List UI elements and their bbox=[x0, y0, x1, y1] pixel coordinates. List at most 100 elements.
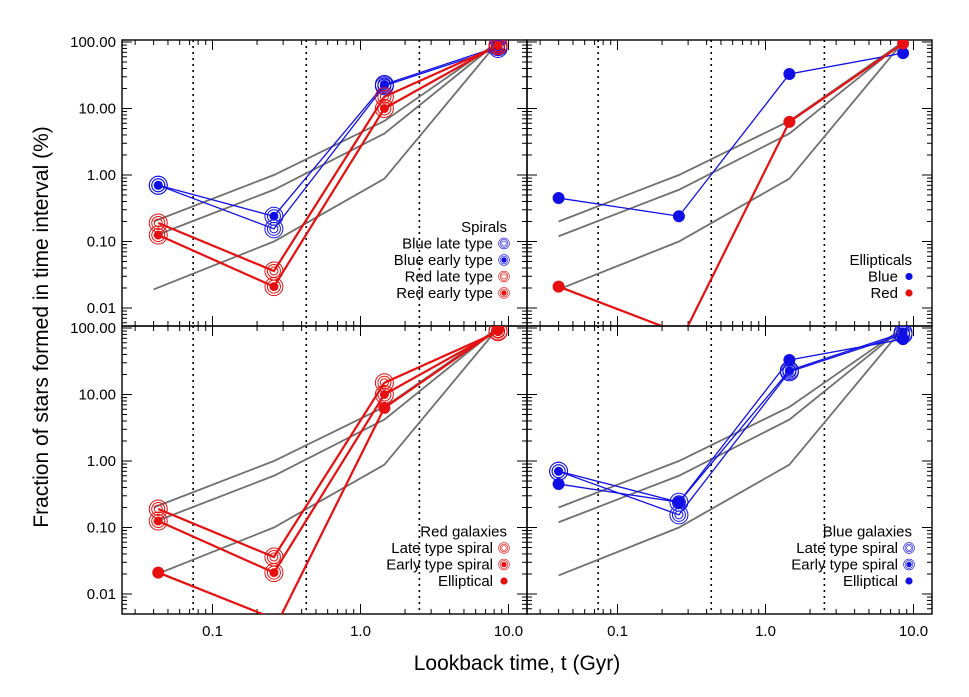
legend-label: Red late type bbox=[405, 269, 493, 286]
plot-area bbox=[148, 326, 508, 614]
legend-marker-symbol bbox=[903, 558, 915, 571]
reference-curve bbox=[558, 327, 904, 577]
data-point bbox=[374, 74, 394, 94]
series-line bbox=[157, 328, 499, 614]
data-point bbox=[148, 175, 168, 195]
legend-label: Late type spiral bbox=[391, 540, 493, 557]
series-line bbox=[558, 42, 904, 326]
legend-label: Blue late type bbox=[402, 236, 493, 253]
reference-curve bbox=[558, 327, 904, 524]
data-point bbox=[779, 360, 799, 380]
legend-marker bbox=[903, 558, 915, 571]
legend-title: Blue galaxies bbox=[823, 524, 912, 541]
data-point bbox=[552, 192, 565, 205]
legend-marker-symbol bbox=[498, 542, 510, 554]
legend-marker-symbol bbox=[500, 577, 508, 585]
data-point bbox=[264, 277, 284, 297]
y-tick-label: 10.00 bbox=[78, 101, 116, 118]
series-line bbox=[157, 330, 499, 574]
plot-area bbox=[549, 326, 913, 614]
data-point bbox=[897, 333, 910, 346]
legend-marker bbox=[498, 287, 510, 299]
y-tick-label: 0.10 bbox=[87, 520, 116, 537]
panel-frame bbox=[526, 325, 933, 615]
legend-label: Blue bbox=[868, 269, 898, 286]
data-point bbox=[148, 511, 168, 531]
legend-marker-symbol bbox=[498, 558, 510, 571]
y-tick-label: 100.00 bbox=[70, 320, 116, 337]
x-tick-label: 10.0 bbox=[494, 623, 523, 640]
series-line bbox=[158, 46, 499, 217]
data-point bbox=[783, 115, 796, 128]
legend-label: Late type spiral bbox=[796, 540, 898, 557]
legend-marker bbox=[498, 254, 510, 266]
legend-marker bbox=[498, 558, 510, 571]
y-tick-label: 0.10 bbox=[87, 234, 116, 251]
x-tick-label: 10.0 bbox=[899, 623, 928, 640]
plot-area bbox=[148, 40, 508, 326]
data-point bbox=[148, 225, 168, 245]
data-point bbox=[492, 326, 505, 336]
legend-title: Ellipticals bbox=[849, 252, 912, 269]
series-line bbox=[558, 52, 904, 217]
legend-marker-symbol bbox=[498, 270, 510, 283]
reference-curve bbox=[558, 41, 904, 291]
series-line bbox=[157, 44, 499, 273]
series-line bbox=[558, 332, 904, 503]
panel-red-galaxies: 0.01 0.10 1.00 10.00 100.00 0.1 1.0 10.0 Red gal… bbox=[70, 320, 528, 640]
data-point bbox=[152, 566, 165, 579]
legend-label: Early type spiral bbox=[386, 557, 493, 574]
legend-marker bbox=[905, 289, 913, 297]
legend-label: Blue early type bbox=[394, 252, 493, 269]
data-point bbox=[264, 206, 284, 226]
data-point bbox=[488, 40, 508, 55]
data-point bbox=[897, 47, 910, 60]
legend-marker-symbol bbox=[905, 289, 913, 297]
legend-marker-symbol bbox=[903, 542, 915, 554]
legend-marker-symbol bbox=[498, 287, 510, 299]
reference-curve bbox=[153, 41, 499, 223]
legend-marker-symbol bbox=[498, 237, 510, 250]
legend-marker-symbol bbox=[498, 254, 510, 266]
legend-label: Early type spiral bbox=[791, 557, 898, 574]
data-point bbox=[264, 563, 284, 583]
data-point bbox=[549, 461, 569, 481]
series-line bbox=[558, 338, 904, 503]
reference-curve bbox=[558, 41, 904, 238]
y-tick-label: 0.01 bbox=[87, 586, 116, 603]
legend-marker-symbol bbox=[905, 272, 913, 281]
data-point bbox=[783, 68, 796, 81]
x-tick-label: 0.1 bbox=[202, 623, 223, 640]
reference-curve bbox=[153, 327, 499, 524]
series-line bbox=[157, 330, 499, 559]
data-point bbox=[897, 40, 910, 50]
x-tick-label: 1.0 bbox=[755, 623, 776, 640]
legend-marker bbox=[498, 542, 510, 554]
data-point bbox=[374, 373, 394, 393]
y-tick-label: 100.00 bbox=[70, 34, 116, 51]
legend-title: Spirals bbox=[461, 219, 507, 236]
x-tick-label: 0.1 bbox=[607, 623, 628, 640]
legend-label: Elliptical bbox=[843, 573, 898, 590]
legend-marker bbox=[498, 270, 510, 283]
x-axis-label: Lookback time, t (Gyr) bbox=[414, 652, 621, 675]
legend-marker bbox=[498, 237, 510, 250]
y-tick-label: 1.00 bbox=[87, 453, 116, 470]
legend-label: Red bbox=[870, 285, 898, 302]
data-point bbox=[378, 401, 391, 414]
legend-marker-symbol bbox=[905, 577, 913, 585]
reference-curve bbox=[153, 41, 499, 291]
y-axis-label: Fraction of stars formed in time interva… bbox=[30, 126, 53, 527]
legend-marker bbox=[500, 577, 508, 585]
legend-title: Red galaxies bbox=[420, 524, 507, 541]
data-point bbox=[672, 210, 685, 223]
data-point bbox=[783, 354, 796, 367]
